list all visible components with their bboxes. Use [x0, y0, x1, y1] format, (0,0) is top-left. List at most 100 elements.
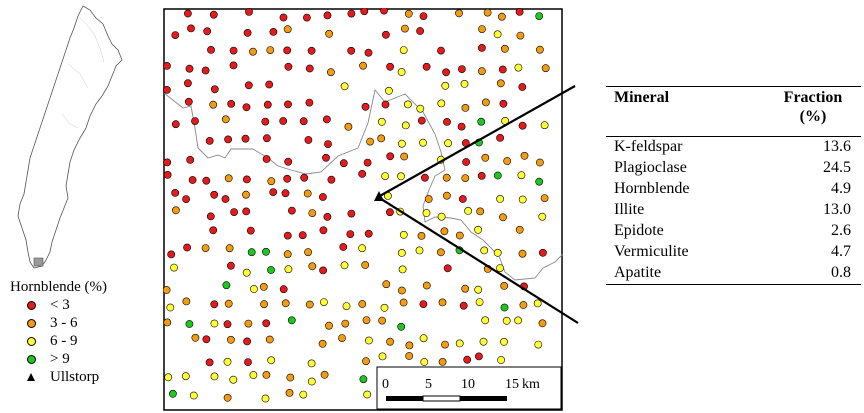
- sample-point: [247, 248, 256, 257]
- table-row: Illite 13.0: [606, 200, 861, 221]
- scalebar-box: [376, 366, 562, 410]
- sample-point: [483, 264, 492, 273]
- sample-point: [535, 45, 544, 54]
- sample-point: [415, 246, 424, 255]
- sample-point: [263, 100, 272, 109]
- sample-point: [227, 335, 235, 344]
- sample-point: [324, 140, 332, 148]
- sample-point: [279, 117, 288, 125]
- sample-point: [261, 117, 270, 126]
- sample-point: [262, 155, 271, 163]
- sample-point: [500, 337, 508, 346]
- sample-point: [474, 352, 483, 361]
- sample-point: [363, 390, 372, 399]
- sample-point: [464, 206, 472, 215]
- column-header-fraction: Fraction: [783, 89, 843, 106]
- sample-point: [461, 174, 470, 182]
- sample-point: [223, 393, 232, 402]
- sample-point: [422, 209, 431, 217]
- sample-point: [405, 341, 414, 350]
- table-row: Plagioclase 24.5: [606, 158, 861, 179]
- sample-point: [397, 139, 406, 148]
- mineral-name: Apatite: [614, 264, 662, 281]
- legend-dot-icon: [26, 354, 36, 364]
- legend-dot-icon: [26, 318, 36, 328]
- sample-point: [538, 212, 547, 221]
- legend-label: 6 - 9: [50, 332, 78, 349]
- sample-point: [377, 134, 386, 143]
- table-row: Vermiculite 4.7: [606, 242, 861, 263]
- sample-point: [457, 65, 466, 73]
- sample-point: [360, 8, 369, 16]
- sample-point: [340, 261, 349, 270]
- sample-point: [307, 46, 316, 55]
- sample-point: [437, 99, 446, 108]
- sample-point: [477, 67, 486, 76]
- sample-point: [287, 206, 296, 215]
- table-row: Epidote 2.6: [606, 221, 861, 242]
- sample-point: [244, 358, 252, 366]
- sample-point: [163, 318, 172, 327]
- sample-point: [308, 209, 317, 217]
- sample-point: [441, 81, 450, 90]
- sample-point: [227, 100, 236, 108]
- sweden-inset-map: [17, 5, 123, 269]
- scalebar-tick-0: 0: [382, 377, 389, 392]
- sample-point: [474, 225, 482, 234]
- sample-point: [378, 316, 386, 325]
- mineral-fraction: 4.7: [831, 243, 851, 260]
- sample-point: [501, 117, 509, 125]
- sample-point: [518, 121, 527, 130]
- sample-point: [422, 62, 431, 71]
- sample-point: [380, 303, 389, 312]
- sample-point: [358, 300, 367, 308]
- sample-point: [436, 155, 445, 164]
- scalebar-tick-10: 10: [461, 377, 475, 392]
- sample-point: [283, 174, 292, 183]
- sample-point: [284, 62, 293, 71]
- sample-point: [182, 297, 191, 306]
- sample-point: [230, 208, 238, 216]
- sample-point: [186, 155, 195, 164]
- sample-point: [462, 158, 470, 166]
- table-row: Apatite 0.8: [606, 263, 861, 284]
- sample-point: [246, 226, 255, 235]
- sample-point: [540, 121, 549, 130]
- sample-point: [515, 225, 524, 234]
- sample-point: [184, 97, 193, 106]
- sample-point: [285, 388, 294, 397]
- sample-point: [480, 246, 489, 255]
- sample-point: [249, 371, 258, 379]
- sample-point: [283, 46, 292, 55]
- mineral-fraction: 13.6: [823, 138, 851, 155]
- sample-point: [397, 322, 406, 331]
- sample-point: [500, 281, 509, 290]
- sample-point: [419, 334, 428, 343]
- triangle-icon: [27, 373, 35, 381]
- sample-point: [440, 227, 449, 236]
- sample-point: [265, 335, 274, 344]
- sample-point: [497, 12, 506, 21]
- sample-point: [279, 285, 288, 294]
- scalebar-tick-15: 15: [505, 377, 519, 392]
- sample-point: [442, 191, 451, 200]
- sample-point: [191, 117, 199, 125]
- sample-point: [441, 340, 449, 349]
- sample-point: [205, 358, 214, 367]
- sample-point: [535, 158, 544, 167]
- sample-point: [419, 300, 428, 308]
- mineral-name: K-feldspar: [614, 138, 683, 155]
- sample-point: [242, 103, 251, 112]
- sample-point: [171, 206, 180, 215]
- sample-point: [444, 139, 452, 148]
- sample-point: [308, 262, 317, 271]
- sample-point: [438, 298, 447, 307]
- sample-point: [443, 264, 452, 273]
- sample-point: [206, 212, 215, 221]
- sample-point: [518, 83, 527, 91]
- sample-point: [201, 244, 210, 252]
- scalebar-segment-3: [460, 396, 507, 401]
- sample-point: [534, 340, 543, 349]
- sample-point: [283, 231, 292, 240]
- sample-point: [210, 319, 219, 328]
